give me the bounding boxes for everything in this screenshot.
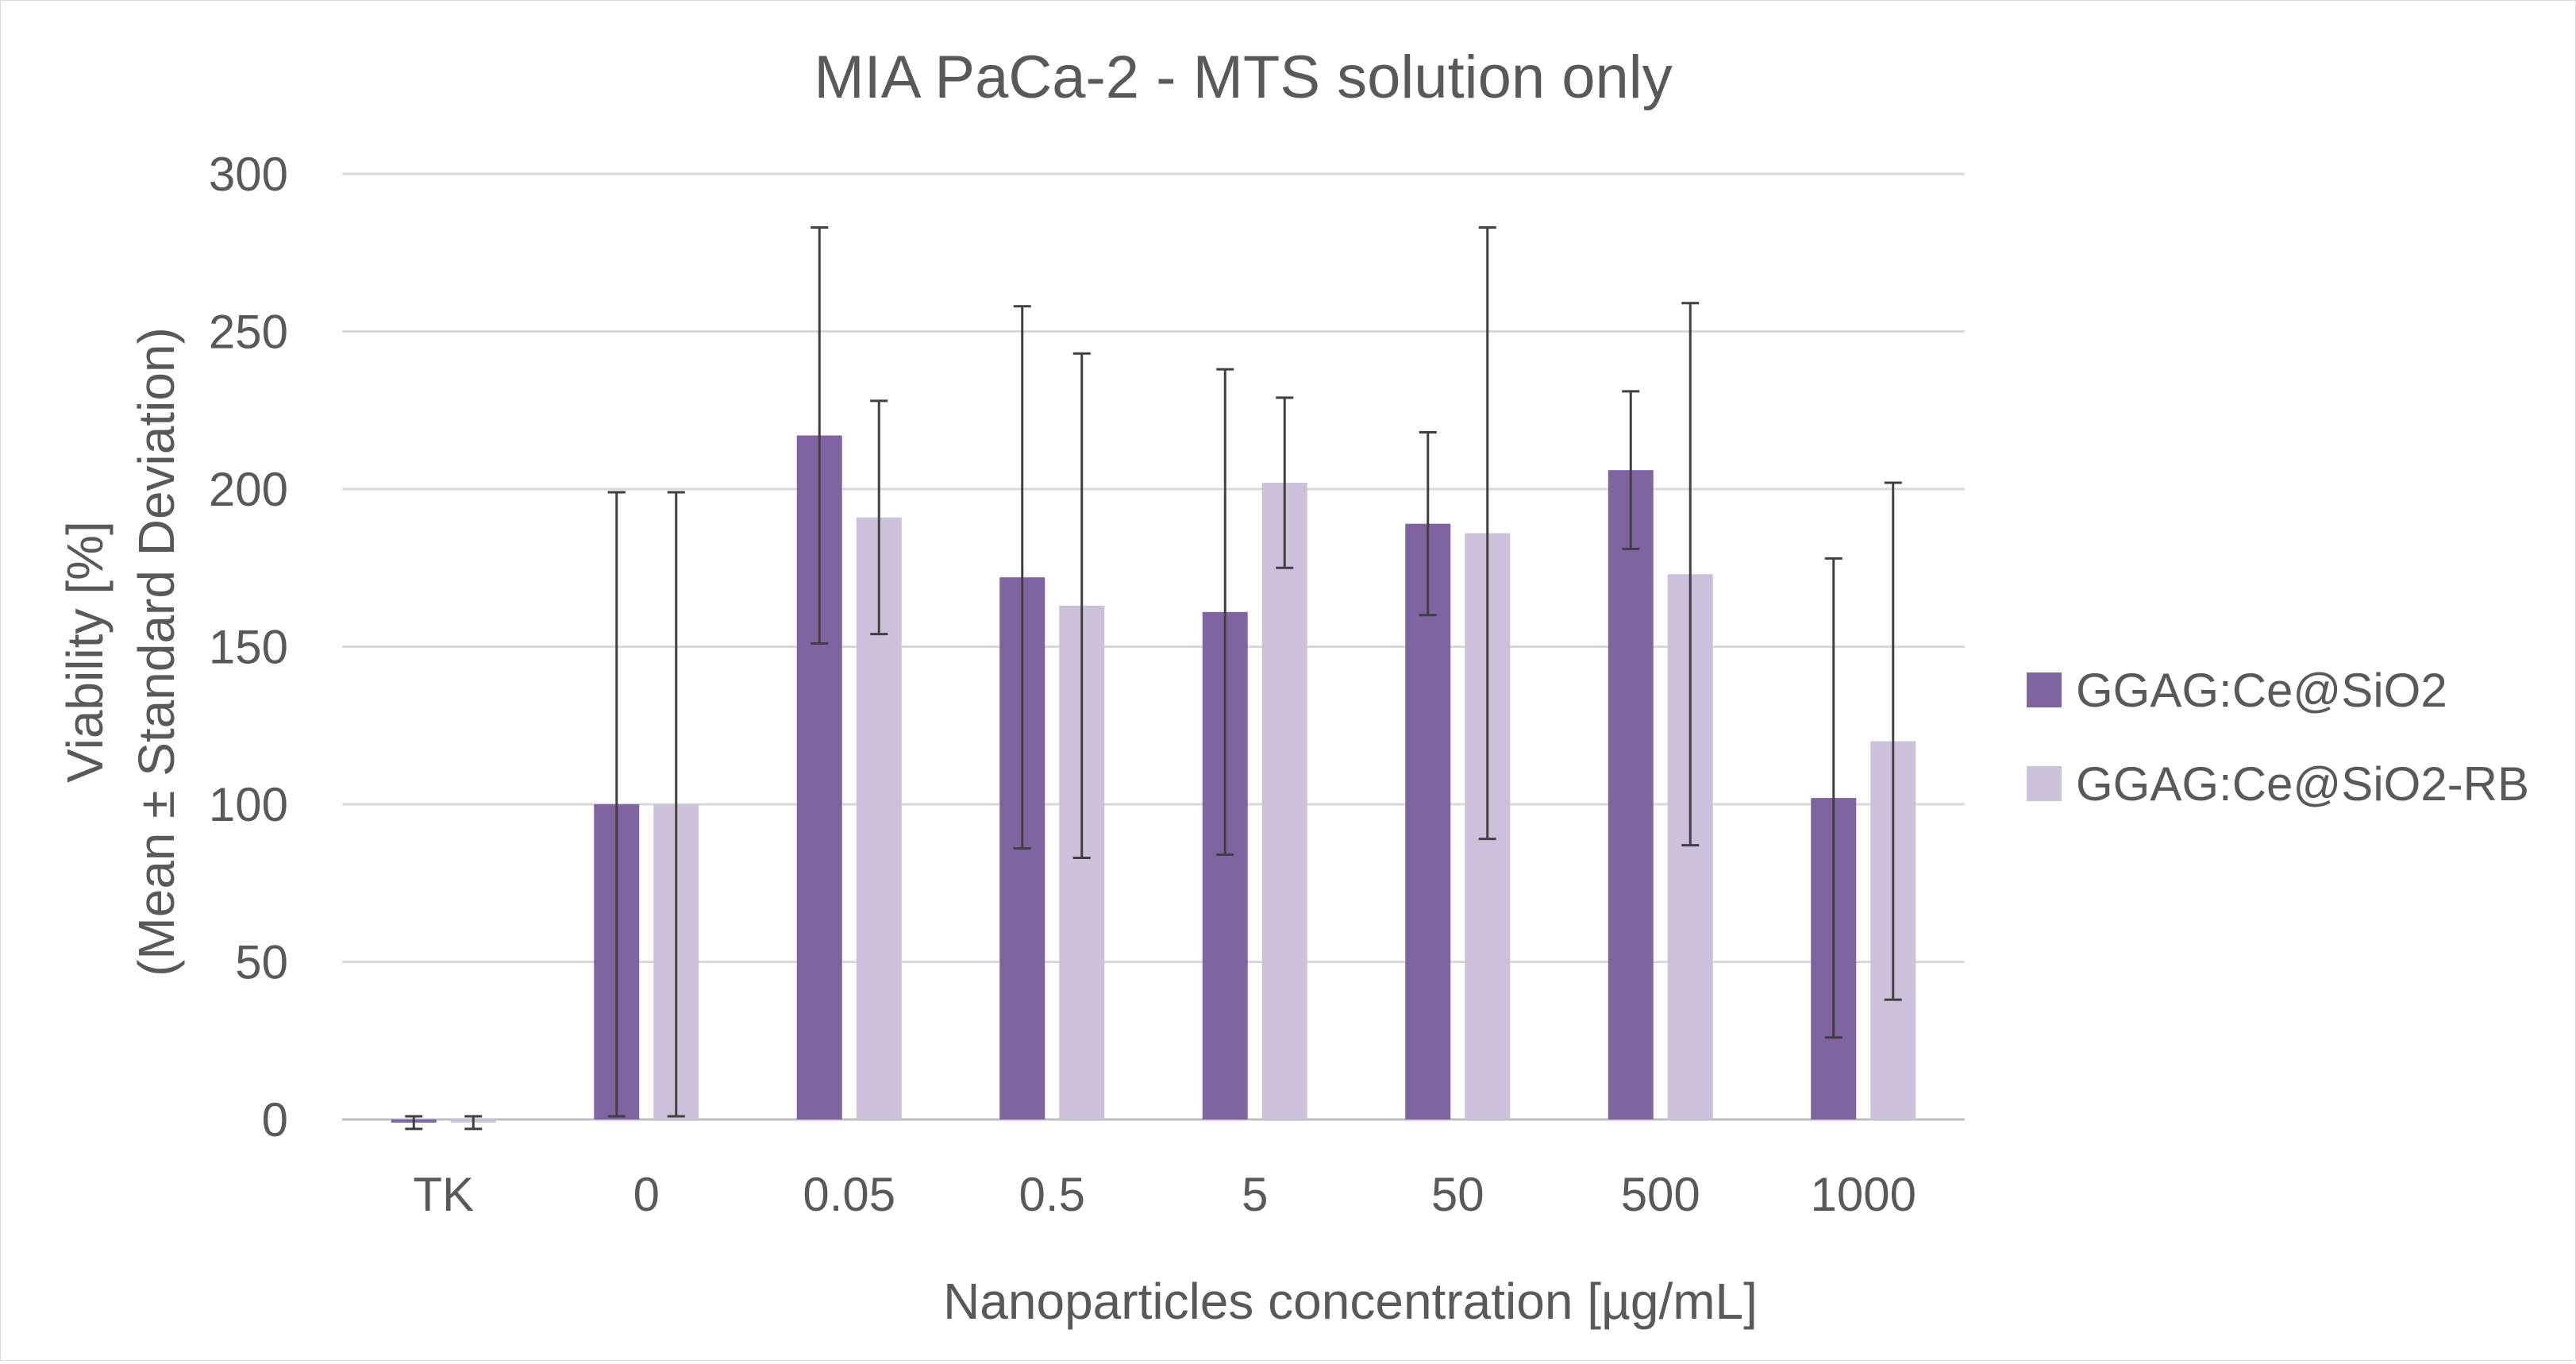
x-tick-label: 5 [1242, 1168, 1268, 1221]
y-axis-title-line1: Viability [%] [56, 521, 114, 783]
error-bar [667, 491, 685, 1118]
error-bar [1072, 352, 1091, 859]
error-bar [1681, 302, 1700, 847]
error-bar [1622, 390, 1640, 550]
x-tick-label: TK [413, 1168, 474, 1221]
x-tick-label: 0 [633, 1168, 660, 1221]
bar-ggag-ce-sio2 [1608, 470, 1654, 1119]
bars [391, 435, 1916, 1123]
legend-label: GGAG:Ce@SiO2-RB [2076, 757, 2529, 811]
error-bar [464, 1115, 483, 1131]
y-axis-ticks: 0 50 100 150 200 250 300 [209, 148, 288, 1146]
error-bar [1216, 368, 1234, 857]
x-axis-ticks: TK 0 0.05 0.5 5 50 500 1000 [413, 1168, 1916, 1221]
legend-label: GGAG:Ce@SiO2 [2076, 664, 2447, 717]
error-bar [607, 491, 626, 1118]
error-bar [811, 225, 829, 645]
gridlines [342, 172, 1965, 1121]
error-bar [405, 1115, 423, 1131]
bar-ggag-ce-sio2 [1405, 523, 1451, 1119]
y-tick-label: 100 [209, 778, 288, 831]
legend-swatch [2027, 672, 2062, 707]
y-tick-label: 150 [209, 621, 288, 674]
x-tick-label: 50 [1431, 1168, 1484, 1221]
y-axis-title-line2: (Mean ± Standard Deviation) [128, 327, 185, 977]
legend: GGAG:Ce@SiO2 GGAG:Ce@SiO2-RB [2027, 664, 2529, 811]
x-axis-title: Nanoparticles concentration [µg/mL] [943, 1273, 1758, 1330]
error-bar [1013, 305, 1031, 850]
error-bar [1419, 431, 1437, 617]
chart-title: MIA PaCa-2 - MTS solution only [814, 44, 1672, 111]
error-bar [1824, 557, 1842, 1039]
bar-ggag-ce-sio2-rb [1261, 483, 1307, 1119]
error-bar [1276, 396, 1294, 569]
x-tick-label: 500 [1621, 1168, 1700, 1221]
y-tick-label: 200 [209, 463, 288, 516]
y-tick-label: 50 [235, 936, 288, 989]
x-tick-label: 0.5 [1019, 1168, 1085, 1221]
error-bar [870, 399, 888, 636]
error-bar [1478, 225, 1496, 841]
error-bars [405, 225, 1902, 1131]
x-tick-label: 1000 [1811, 1168, 1916, 1221]
y-tick-label: 250 [209, 306, 288, 359]
legend-swatch [2027, 766, 2062, 801]
y-tick-label: 300 [209, 148, 288, 201]
error-bar [1884, 481, 1902, 1001]
y-tick-label: 0 [262, 1093, 288, 1146]
x-tick-label: 0.05 [803, 1168, 895, 1221]
